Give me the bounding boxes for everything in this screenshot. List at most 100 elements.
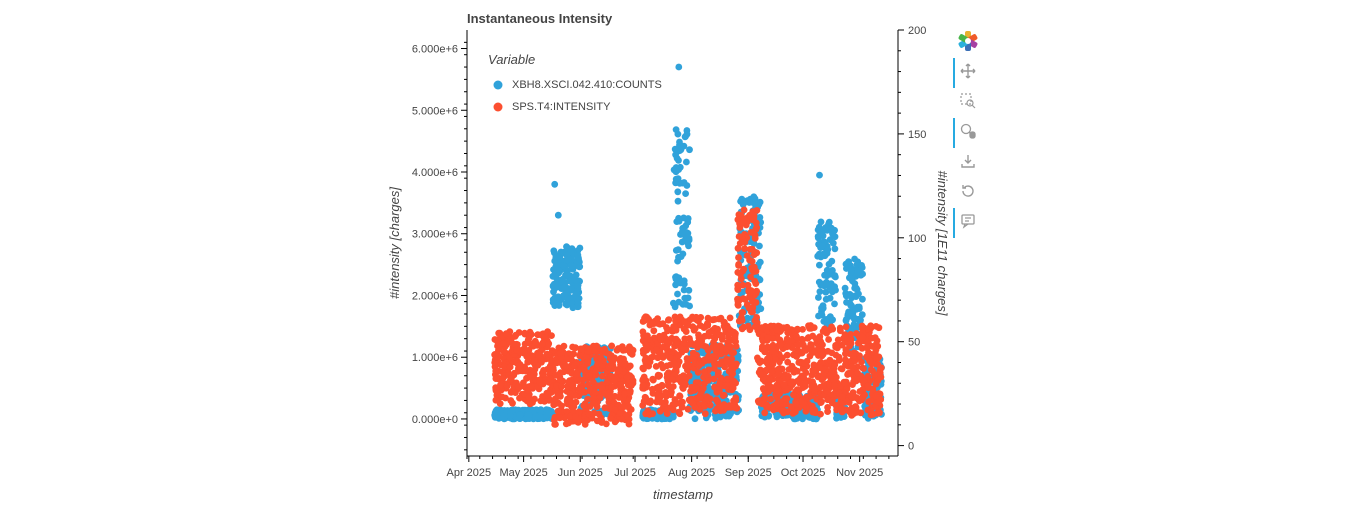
data-point xyxy=(799,326,806,333)
data-point xyxy=(554,211,562,219)
data-point xyxy=(819,341,826,349)
data-point xyxy=(798,397,805,405)
data-point xyxy=(649,385,656,393)
data-point xyxy=(562,283,569,291)
data-point xyxy=(831,233,839,241)
data-point xyxy=(843,397,851,405)
data-point xyxy=(620,403,628,410)
data-point xyxy=(599,372,606,380)
right-y-axis: 0 50 100 150 200 xyxy=(898,25,926,453)
x-tick-label: May 2025 xyxy=(499,467,547,479)
data-point xyxy=(683,158,690,166)
data-point xyxy=(738,195,746,203)
data-point xyxy=(567,248,575,256)
data-point xyxy=(746,293,753,300)
data-point xyxy=(859,270,866,278)
data-point xyxy=(605,398,613,406)
data-point xyxy=(720,391,728,399)
data-point xyxy=(679,398,686,406)
data-point xyxy=(674,277,681,284)
data-point xyxy=(650,327,658,335)
data-point xyxy=(566,390,574,397)
data-point xyxy=(759,385,767,392)
data-point xyxy=(680,325,688,333)
data-point xyxy=(737,212,745,220)
data-point xyxy=(564,295,571,302)
data-point xyxy=(681,380,689,387)
data-point xyxy=(581,421,589,428)
wheel-zoom-tool-button[interactable] xyxy=(950,118,986,148)
data-point xyxy=(826,313,834,320)
data-point xyxy=(685,242,692,250)
x-tick-label: Aug 2025 xyxy=(668,467,715,479)
data-point xyxy=(559,262,567,270)
data-point xyxy=(850,349,858,357)
data-point xyxy=(572,271,580,279)
data-point xyxy=(569,304,577,312)
data-point xyxy=(682,300,690,308)
data-point xyxy=(855,303,863,311)
data-point xyxy=(826,372,834,380)
data-point xyxy=(714,325,721,333)
reset-tool-button[interactable] xyxy=(950,178,986,204)
data-point xyxy=(585,345,593,353)
save-tool-button[interactable] xyxy=(950,148,986,174)
data-point xyxy=(667,391,675,399)
bokeh-logo-tool-button[interactable] xyxy=(950,28,986,54)
data-point xyxy=(559,275,566,283)
data-point xyxy=(516,394,523,402)
data-point xyxy=(764,334,772,342)
data-point xyxy=(831,226,838,234)
data-point xyxy=(671,396,679,403)
data-point xyxy=(712,407,719,415)
data-point xyxy=(799,365,807,372)
data-point xyxy=(758,324,766,332)
data-point xyxy=(491,336,499,343)
right-tick-label: 50 xyxy=(908,337,920,349)
data-point xyxy=(750,240,758,248)
data-point xyxy=(674,188,682,196)
data-point xyxy=(746,246,754,253)
hover-tool-button[interactable] xyxy=(950,208,986,238)
data-point xyxy=(767,376,774,384)
data-point xyxy=(676,393,684,400)
data-point xyxy=(663,324,670,331)
box-zoom-tool-button[interactable] xyxy=(950,88,986,114)
data-point xyxy=(758,400,766,408)
data-point xyxy=(756,242,763,250)
data-point xyxy=(538,340,546,348)
data-point xyxy=(590,409,598,417)
data-point xyxy=(715,369,722,377)
data-point xyxy=(574,281,582,289)
data-point xyxy=(681,318,688,326)
data-point xyxy=(685,341,693,348)
data-point xyxy=(816,364,824,371)
data-point xyxy=(499,375,507,382)
left-tick-label: 2.000e+6 xyxy=(412,290,458,302)
data-point xyxy=(809,408,817,416)
data-point xyxy=(704,346,712,354)
data-point xyxy=(585,410,593,418)
data-point xyxy=(665,316,673,323)
data-point xyxy=(554,261,562,269)
data-point xyxy=(783,323,791,331)
data-point xyxy=(590,394,598,402)
data-point xyxy=(750,193,758,201)
data-point xyxy=(842,323,850,331)
data-point xyxy=(815,294,822,301)
data-point xyxy=(849,309,857,317)
data-point xyxy=(802,379,809,387)
data-point xyxy=(572,289,580,297)
data-point xyxy=(674,246,682,254)
pan-tool-button[interactable] xyxy=(950,58,986,88)
data-point xyxy=(747,273,754,281)
data-point xyxy=(735,254,742,261)
x-tick-label: Nov 2025 xyxy=(836,467,883,479)
data-point xyxy=(746,326,754,334)
data-point xyxy=(671,303,679,311)
data-point xyxy=(555,344,563,352)
data-point xyxy=(743,197,751,205)
data-point xyxy=(798,337,806,345)
data-point xyxy=(684,218,692,226)
